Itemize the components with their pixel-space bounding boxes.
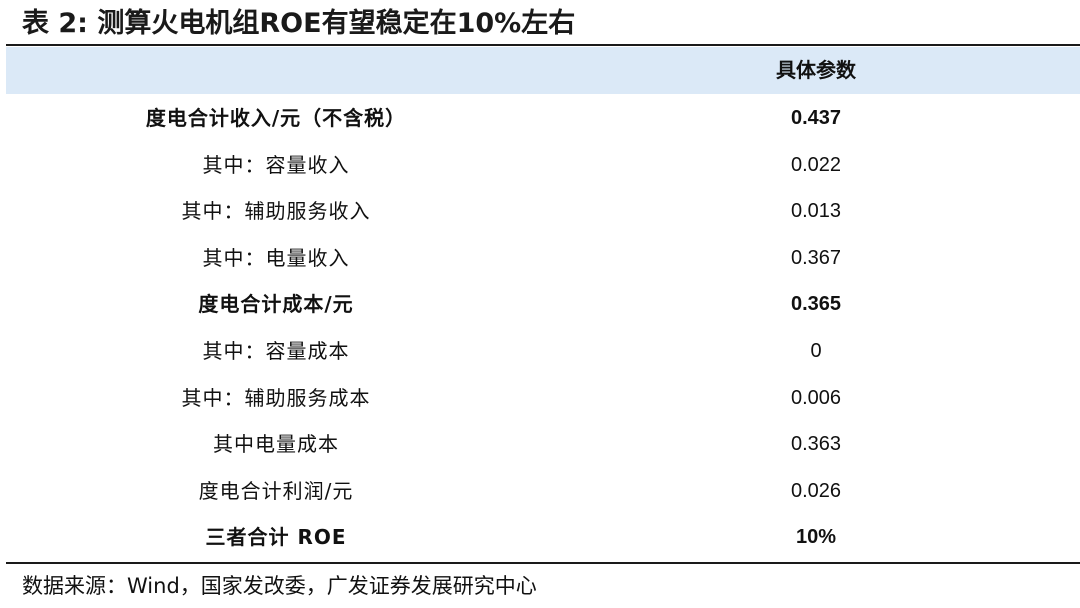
table-row: 其中：电量收入 0.367 — [6, 235, 1080, 282]
table-row: 其中：辅助服务成本 0.006 — [6, 375, 1080, 422]
row-label: 度电合计收入/元（不含税） — [145, 106, 407, 130]
bottom-divider — [6, 562, 1080, 564]
table-row: 其中电量成本 0.363 — [6, 421, 1080, 468]
table-header: 具体参数 — [6, 47, 1080, 94]
row-value: 0 — [810, 339, 822, 362]
row-value: 0.367 — [790, 246, 842, 269]
table-row: 其中：容量成本 0 — [6, 328, 1080, 375]
table-row: 其中：容量收入 0.022 — [6, 142, 1080, 189]
table-row: 三者合计 ROE 10% — [6, 514, 1080, 561]
row-value: 0.437 — [790, 107, 842, 129]
row-value: 0.013 — [790, 200, 842, 223]
row-label: 其中电量成本 — [213, 432, 339, 457]
row-label: 度电合计成本/元 — [198, 292, 354, 317]
table-row: 度电合计收入/元（不含税） 0.437 — [6, 95, 1080, 142]
row-label: 其中：电量收入 — [202, 245, 350, 270]
row-label: 三者合计 ROE — [205, 525, 347, 550]
title-divider — [6, 44, 1080, 46]
table-body: 度电合计收入/元（不含税） 0.437 其中：容量收入 0.022 其中：辅助服… — [6, 95, 1080, 561]
row-label: 度电合计利润/元 — [198, 478, 354, 503]
column-header-parameters: 具体参数 — [776, 58, 856, 82]
row-label: 其中：辅助服务成本 — [181, 385, 371, 410]
table-row: 其中：辅助服务收入 0.013 — [6, 188, 1080, 235]
row-value: 0.363 — [790, 433, 842, 456]
row-label: 其中：容量成本 — [202, 338, 350, 363]
row-value: 0.026 — [790, 479, 842, 502]
source-note: 数据来源：Wind，国家发改委，广发证券发展研究中心 — [22, 574, 537, 598]
row-value: 0.365 — [790, 293, 842, 316]
row-value: 10% — [795, 526, 837, 549]
table-title: 表 2: 测算火电机组ROE有望稳定在10%左右 — [22, 8, 576, 39]
row-value: 0.022 — [790, 153, 842, 176]
table-row: 度电合计利润/元 0.026 — [6, 468, 1080, 515]
table-row: 度电合计成本/元 0.365 — [6, 281, 1080, 328]
row-label: 其中：容量收入 — [202, 152, 350, 177]
row-value: 0.006 — [790, 386, 842, 409]
row-label: 其中：辅助服务收入 — [181, 199, 371, 224]
